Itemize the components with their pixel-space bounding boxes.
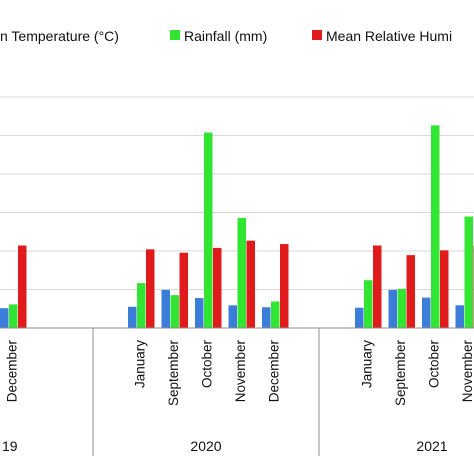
bar-temperature bbox=[0, 308, 9, 328]
bar-rainfall bbox=[237, 217, 246, 328]
bar-rainfall bbox=[204, 132, 213, 328]
month-label: November bbox=[233, 340, 248, 403]
month-label: October bbox=[199, 340, 214, 389]
month-label: December bbox=[4, 340, 19, 403]
bar-humidity bbox=[440, 250, 449, 328]
month-label: January bbox=[132, 340, 147, 388]
bar-humidity bbox=[373, 245, 382, 328]
year-label: 2021 bbox=[416, 438, 447, 454]
month-label: November bbox=[460, 340, 474, 403]
bar-rainfall bbox=[364, 280, 373, 328]
bar-humidity bbox=[213, 247, 222, 328]
bar-temperature bbox=[388, 289, 397, 328]
legend-swatch-humidity bbox=[312, 30, 322, 40]
bar-rainfall bbox=[397, 288, 406, 328]
bar-humidity bbox=[246, 240, 255, 328]
year-label: 19 bbox=[2, 438, 18, 454]
legend: n Temperature (°C) Rainfall (mm) Mean Re… bbox=[0, 28, 452, 44]
bar-temperature bbox=[455, 305, 464, 328]
bar-rainfall bbox=[464, 216, 473, 328]
legend-label-temperature: n Temperature (°C) bbox=[0, 28, 119, 44]
month-label: September bbox=[393, 340, 408, 407]
year-label: 2020 bbox=[190, 438, 221, 454]
bar-humidity bbox=[280, 244, 289, 328]
bar-temperature bbox=[195, 298, 204, 328]
bars bbox=[0, 125, 474, 328]
category-axis bbox=[0, 327, 474, 456]
month-label: December bbox=[266, 340, 281, 403]
bar-rainfall bbox=[137, 283, 146, 328]
month-label: October bbox=[426, 340, 441, 389]
bar-temperature bbox=[355, 307, 364, 328]
bar-temperature bbox=[128, 306, 137, 328]
bar-temperature bbox=[262, 307, 271, 328]
legend-label-rainfall: Rainfall (mm) bbox=[184, 28, 267, 44]
bar-temperature bbox=[161, 289, 170, 328]
bar-rainfall bbox=[170, 295, 179, 328]
gridlines bbox=[0, 96, 474, 290]
bar-humidity bbox=[179, 252, 188, 328]
bar-rainfall bbox=[431, 125, 440, 328]
category-labels: December January September October November D… bbox=[2, 340, 474, 454]
bar-rainfall bbox=[271, 301, 280, 328]
month-label: January bbox=[359, 340, 374, 388]
bar-humidity bbox=[406, 255, 415, 328]
bar-temperature bbox=[422, 297, 431, 328]
bar-rainfall bbox=[9, 304, 18, 328]
bar-temperature bbox=[228, 305, 237, 328]
legend-label-humidity: Mean Relative Humi bbox=[326, 28, 452, 44]
month-label: September bbox=[166, 340, 181, 407]
bar-humidity bbox=[146, 249, 155, 328]
bar-humidity bbox=[18, 245, 27, 328]
legend-swatch-rainfall bbox=[170, 30, 180, 40]
